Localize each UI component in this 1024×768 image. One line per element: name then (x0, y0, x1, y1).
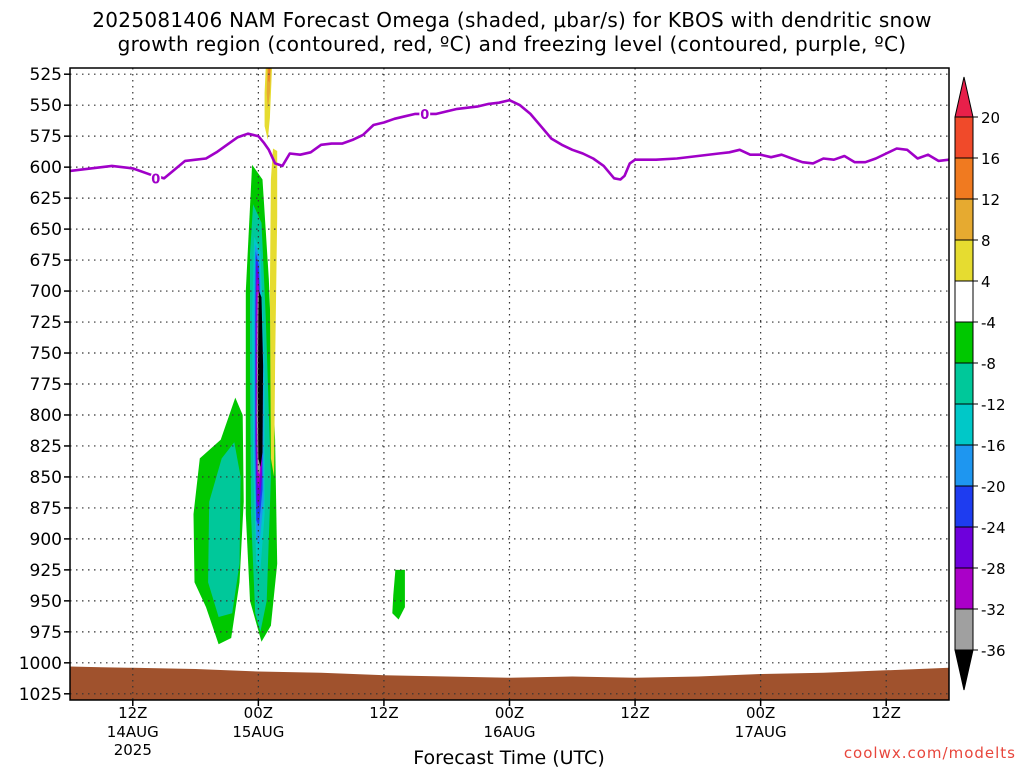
y-tick-label: 975 (30, 623, 62, 643)
y-tick-label: 600 (30, 158, 62, 178)
omega-shading-layer (193, 68, 405, 645)
colorbar-label: 16 (981, 150, 1000, 168)
x-tick-date: 14AUG (107, 723, 159, 741)
title-line-1: 2025081406 NAM Forecast Omega (shaded, μ… (92, 8, 932, 32)
y-tick-label: 775 (30, 375, 62, 395)
omega-region-14 (266, 68, 271, 109)
y-tick-label: 725 (30, 313, 62, 333)
y-axis: 525 550 575 600 625 650 675 700 725 750 775 800 825 8… (19, 65, 70, 705)
colorbar-label: -12 (981, 396, 1006, 414)
omega-region-15 (268, 68, 271, 83)
y-tick-label: 1025 (19, 685, 62, 705)
grid-layer (70, 68, 949, 700)
y-tick-label: 525 (30, 65, 62, 85)
y-tick-label: 675 (30, 251, 62, 271)
y-tick-label: 950 (30, 592, 62, 612)
colorbar-segment (954, 198, 974, 241)
title-line-2: growth region (contoured, red, ºC) and f… (117, 32, 907, 56)
colorbar-segment (954, 321, 974, 364)
colorbar-segment (954, 526, 974, 569)
y-tick-label: 800 (30, 406, 62, 426)
freezing-level-layer: 00 (70, 98, 949, 189)
y-tick-label: 575 (30, 127, 62, 147)
x-tick-label: 00Z (244, 704, 273, 722)
colorbar-segment (954, 239, 974, 282)
colorbar-segment (954, 403, 974, 446)
y-tick-label: 750 (30, 344, 62, 364)
y-tick-label: 550 (30, 96, 62, 116)
colorbar-segment (954, 608, 974, 651)
x-tick-label: 12Z (118, 704, 147, 722)
y-tick-label: 1000 (19, 654, 62, 674)
omega-region-3 (208, 442, 241, 617)
x-tick-date: 17AUG (735, 723, 787, 741)
colorbar-label: 20 (981, 109, 1000, 127)
colorbar: 20 16 12 8 4 -4 -8 -12 -16 -20 -24 -28 -32 -36 (954, 76, 1006, 691)
y-tick-label: 875 (30, 499, 62, 519)
y-tick-label: 700 (30, 282, 62, 302)
x-tick-label: 12Z (369, 704, 398, 722)
y-tick-label: 925 (30, 561, 62, 581)
colorbar-label: 8 (981, 232, 991, 250)
colorbar-label: -32 (981, 601, 1006, 619)
omega-region-12 (269, 148, 278, 477)
colorbar-label: -4 (981, 314, 996, 332)
colorbar-label: 4 (981, 273, 991, 291)
y-tick-label: 625 (30, 189, 62, 209)
y-tick-label: 825 (30, 437, 62, 457)
freezing-level-label: 0 (420, 108, 429, 123)
colorbar-label: -28 (981, 560, 1006, 578)
x-tick-date: 16AUG (484, 723, 536, 741)
x-tick-label: 00Z (746, 704, 775, 722)
colorbar-segment (954, 362, 974, 405)
y-tick-label: 850 (30, 468, 62, 488)
x-tick-label: 12Z (620, 704, 649, 722)
colorbar-label: -8 (981, 355, 996, 373)
x-axis-label: Forecast Time (UTC) (413, 747, 604, 768)
colorbar-label: -24 (981, 519, 1006, 537)
x-tick-label: 12Z (872, 704, 901, 722)
colorbar-bottom-arrow (954, 649, 974, 691)
x-tick-date: 15AUG (232, 723, 284, 741)
colorbar-segment (954, 280, 974, 323)
colorbar-label: -20 (981, 478, 1006, 496)
colorbar-top-arrow (954, 76, 974, 118)
surface-terrain-layer (70, 666, 949, 700)
colorbar-segment (954, 157, 974, 200)
omega-region-11 (392, 569, 405, 620)
colorbar-label: -36 (981, 642, 1006, 660)
y-tick-label: 650 (30, 220, 62, 240)
freezing-level-label: 0 (151, 172, 160, 187)
x-tick-year: 2025 (114, 741, 152, 759)
x-tick-label: 00Z (495, 704, 524, 722)
y-tick-label: 900 (30, 530, 62, 550)
surface-terrain-fill (70, 666, 949, 700)
colorbar-label: -16 (981, 437, 1006, 455)
credit-text[interactable]: coolwx.com/modelts (843, 744, 1016, 762)
chart-title: 2025081406 NAM Forecast Omega (shaded, μ… (0, 8, 1024, 56)
colorbar-segment (954, 116, 974, 159)
omega-region-10 (257, 291, 264, 467)
colorbar-label: 12 (981, 191, 1000, 209)
colorbar-segment (954, 444, 974, 487)
freezing-level-line (70, 98, 949, 181)
colorbar-segment (954, 567, 974, 610)
colorbar-segment (954, 485, 974, 528)
